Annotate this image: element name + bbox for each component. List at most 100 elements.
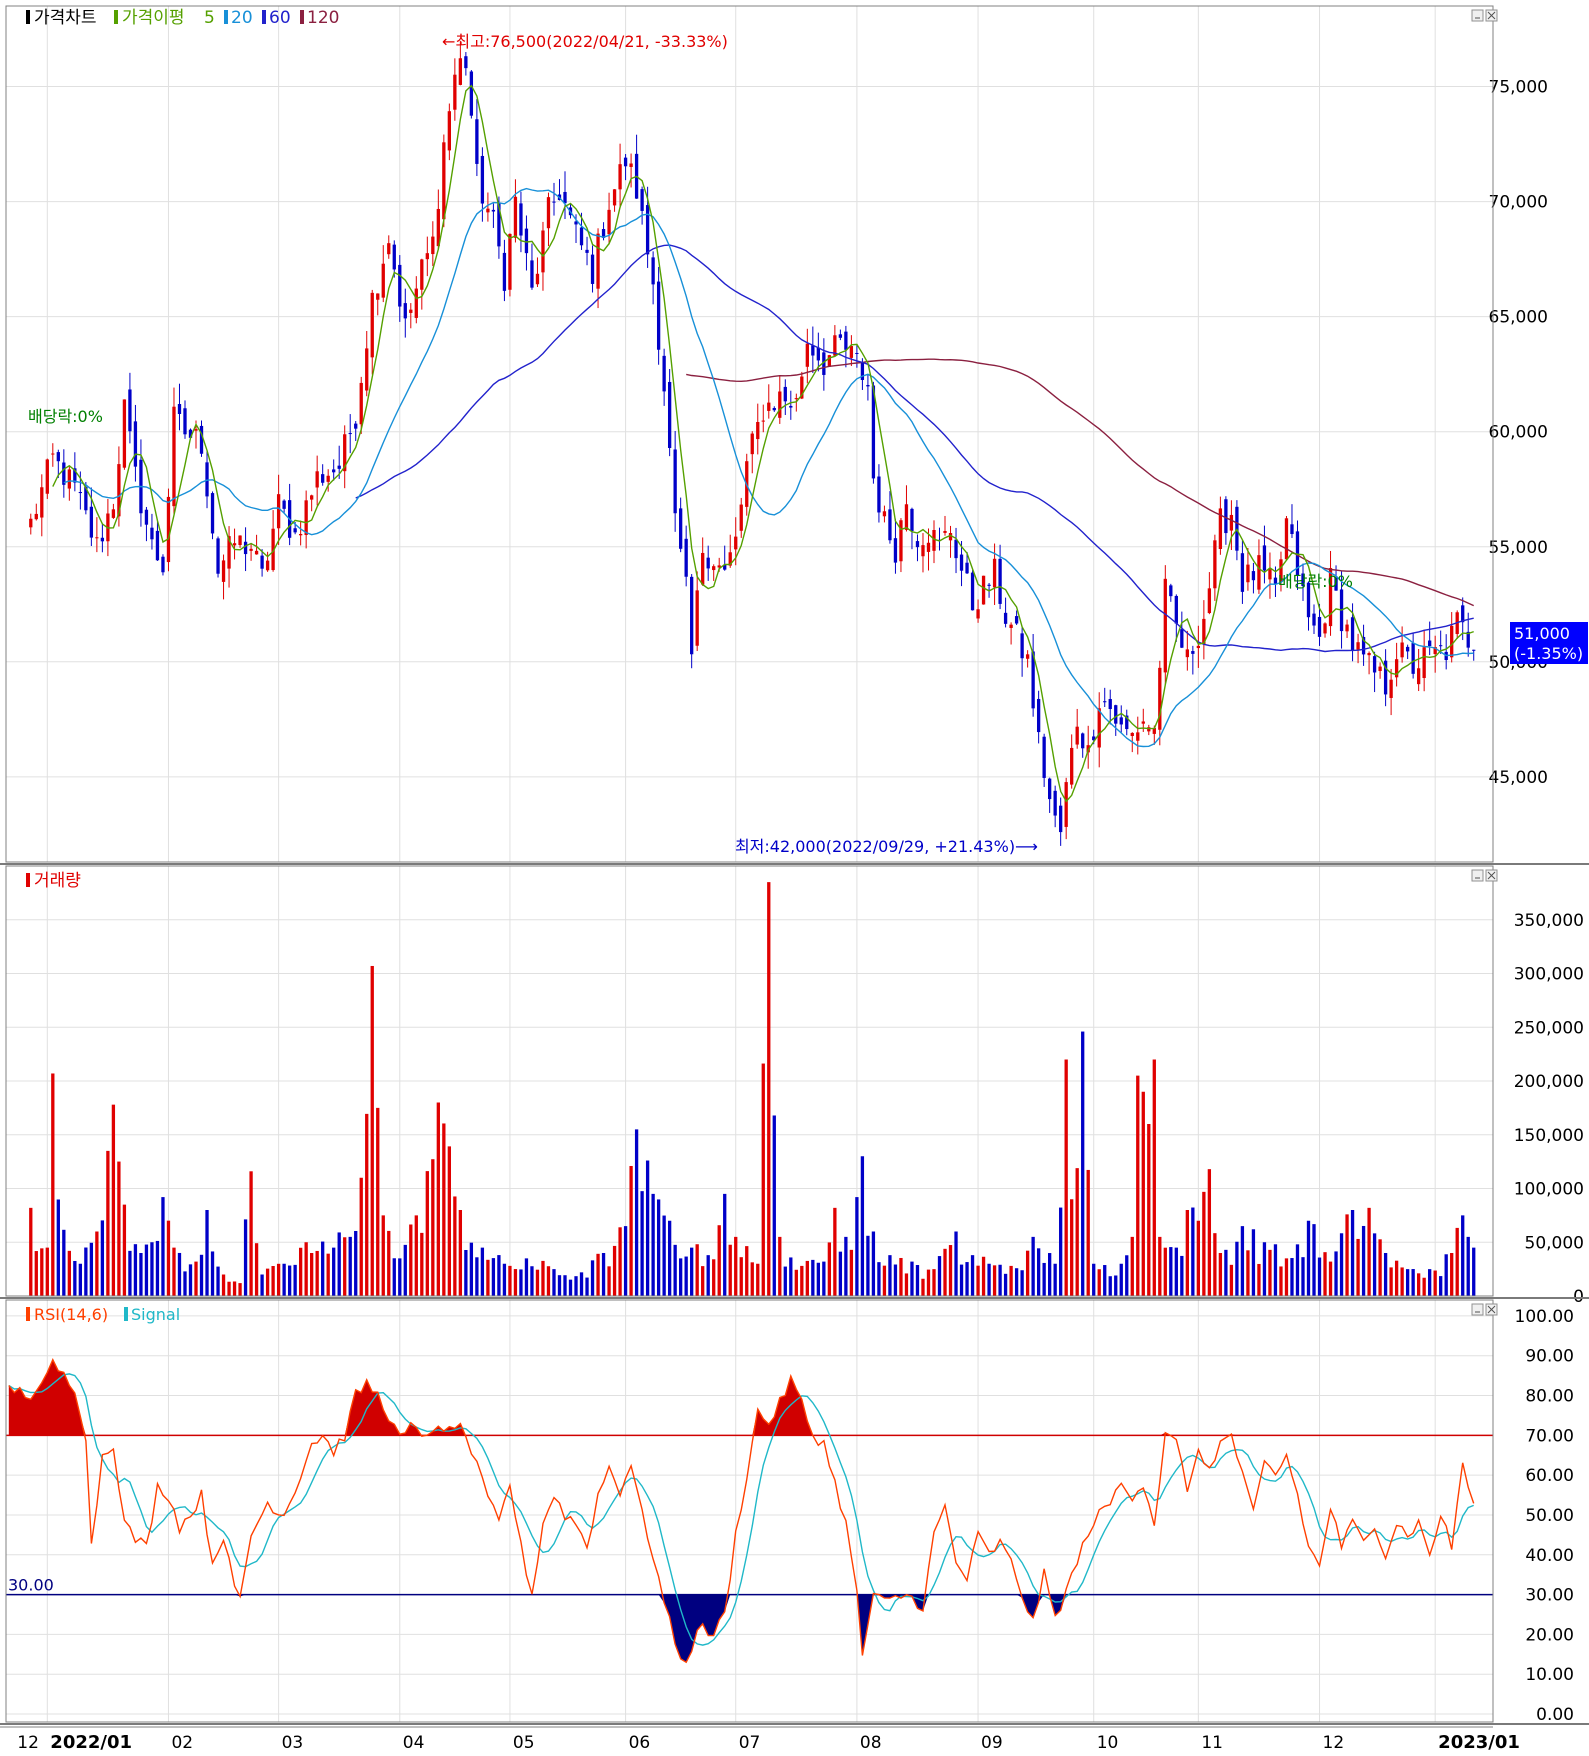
- panel-window-controls[interactable]: [1471, 1303, 1498, 1316]
- x-axis: 12 2022/01 02 03 04 05 06 07 08 09 10 11 12 2023/01: [0, 1726, 1520, 1753]
- candle-body: [359, 382, 363, 425]
- volume-bar: [381, 1215, 385, 1296]
- volume-bar: [585, 1277, 589, 1296]
- minimize-icon[interactable]: [1471, 869, 1484, 882]
- volume-bar: [1180, 1255, 1184, 1296]
- volume-bar: [844, 1236, 848, 1296]
- candle-body: [981, 575, 986, 605]
- candle-body: [73, 468, 77, 483]
- volume-bar: [910, 1261, 914, 1296]
- candle-body: [645, 205, 650, 255]
- candle-body: [265, 560, 270, 571]
- volume-bar: [326, 1253, 330, 1296]
- volume-bar: [210, 1251, 215, 1296]
- volume-bar: [40, 1248, 44, 1296]
- volume-bar: [122, 1204, 127, 1296]
- candle-body: [1152, 727, 1156, 734]
- candle-body: [1461, 605, 1465, 623]
- volume-bar: [1301, 1257, 1305, 1296]
- volume-bar: [298, 1247, 303, 1296]
- volume-bar: [1014, 1268, 1019, 1296]
- candle-body: [354, 423, 358, 429]
- volume-bar: [221, 1274, 226, 1296]
- candle-body: [1433, 647, 1437, 654]
- rsi-legend: RSI(14,6): [34, 1305, 108, 1324]
- x-tick-label: 06: [629, 1733, 651, 1752]
- minimize-icon[interactable]: [1471, 1303, 1484, 1316]
- candle-body: [392, 244, 396, 270]
- candle-body: [40, 487, 44, 518]
- candle-body: [155, 530, 160, 561]
- candle-body: [1025, 654, 1030, 659]
- candle-body: [767, 402, 771, 411]
- panel-window-controls[interactable]: [1471, 869, 1498, 882]
- volume-bar: [1136, 1075, 1140, 1296]
- candle-body: [915, 541, 920, 548]
- candle-body: [1334, 577, 1338, 591]
- candle-body: [1180, 629, 1184, 648]
- candle-body: [282, 500, 286, 509]
- volume-bar: [403, 1244, 407, 1296]
- candle-body: [370, 292, 374, 358]
- candle-body: [497, 203, 501, 247]
- volume-bar: [623, 1226, 628, 1296]
- rsi-y-tick: 80.00: [1525, 1387, 1574, 1407]
- candle-body: [590, 254, 595, 284]
- volume-panel[interactable]: 350,000 300,000 250,000 200,000 150,000 100,0…: [6, 866, 1584, 1307]
- volume-bar: [601, 1253, 606, 1296]
- volume-bar: [265, 1268, 270, 1296]
- volume-bar: [1428, 1269, 1432, 1296]
- rsi-y-tick: 30.00: [1525, 1586, 1574, 1606]
- candle-body: [1070, 747, 1074, 785]
- candle-body: [469, 71, 474, 116]
- volume-bar: [778, 1236, 782, 1296]
- price-panel[interactable]: 75,00070,00065,00060,00055,00050,00045,0…: [6, 6, 1588, 862]
- x-tick-label: 02: [171, 1733, 193, 1752]
- volume-bar: [1036, 1248, 1041, 1296]
- volume-bar: [1356, 1238, 1360, 1296]
- volume-bar: [1158, 1236, 1162, 1296]
- candle-body: [172, 406, 176, 507]
- candle-body: [838, 334, 843, 338]
- candle-body: [254, 550, 259, 555]
- candle-body: [822, 352, 826, 375]
- panel-window-controls[interactable]: [1471, 9, 1498, 22]
- volume-bar: [1361, 1225, 1366, 1296]
- candle-body: [1048, 778, 1052, 800]
- candle-body: [117, 464, 121, 517]
- candle-body: [954, 539, 958, 559]
- volume-bar: [276, 1263, 281, 1296]
- candle-body: [1240, 553, 1245, 592]
- volume-bar: [519, 1269, 523, 1296]
- volume-bar: [684, 1256, 688, 1296]
- candle-body: [403, 303, 407, 319]
- volume-bar: [1020, 1270, 1024, 1296]
- close-icon-glyph: [1487, 871, 1496, 880]
- x-tick-label: 04: [403, 1733, 425, 1752]
- candle-body: [899, 520, 903, 562]
- rsi-line: [8, 1358, 1475, 1664]
- volume-bar: [750, 1262, 754, 1296]
- volume-bar: [723, 1193, 727, 1296]
- volume-bar: [420, 1232, 424, 1296]
- candle-body: [1141, 721, 1145, 724]
- rsi-panel[interactable]: 100.00 90.00 80.00 70.00 60.00 50.00 40.00 30.0…: [6, 1300, 1574, 1725]
- candle-body: [1378, 666, 1382, 672]
- legend-ma60: 60: [269, 8, 291, 28]
- candle-body: [1251, 571, 1256, 581]
- volume-bar: [706, 1255, 710, 1296]
- volume-bar: [712, 1259, 716, 1296]
- volume-bar: [133, 1244, 138, 1296]
- candle-body: [1345, 624, 1349, 632]
- volume-bar: [508, 1265, 512, 1296]
- ma20-line: [63, 187, 1474, 748]
- volume-bar: [1251, 1229, 1256, 1296]
- candle-body: [921, 545, 925, 557]
- candle-body: [1207, 588, 1212, 614]
- rsi-y-tick: 20.00: [1525, 1625, 1574, 1645]
- price-panel-frame: [5, 5, 1494, 863]
- minimize-icon[interactable]: [1471, 9, 1484, 22]
- volume-bar: [1009, 1265, 1013, 1296]
